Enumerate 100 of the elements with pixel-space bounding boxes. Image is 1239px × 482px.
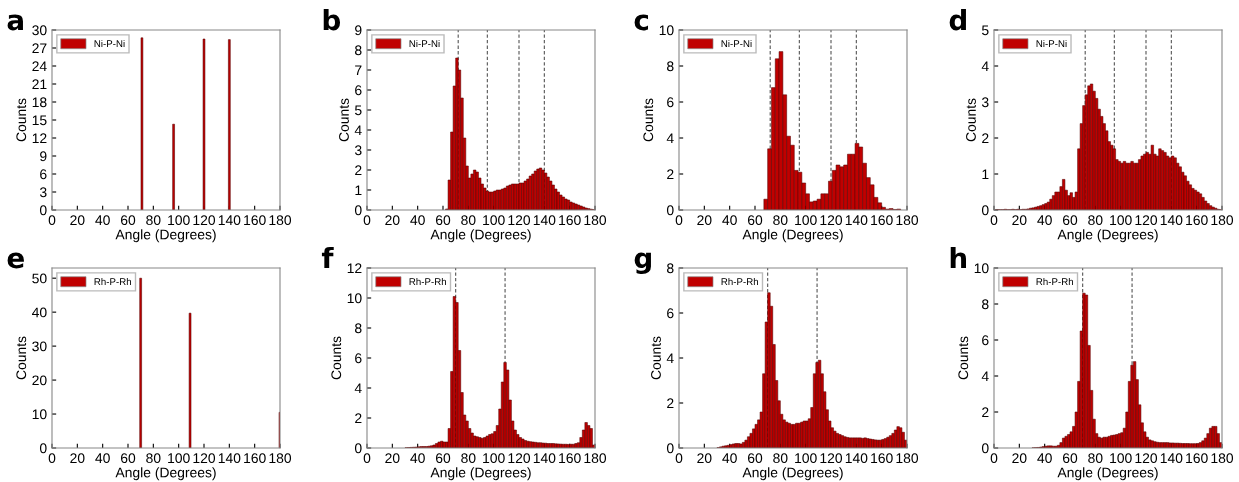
x-axis-title: Angle (Degrees) [742, 229, 843, 243]
x-tick-label: 60 [747, 215, 763, 226]
x-tick-label: 100 [795, 215, 817, 226]
y-tick-label: 3 [354, 145, 362, 156]
x-tick-label: 40 [1037, 215, 1052, 226]
y-axis-title: Counts [331, 336, 342, 380]
y-tick-label: 0 [354, 205, 362, 216]
y-tick-label: 6 [355, 85, 362, 96]
y-tick-label: 24 [32, 61, 47, 72]
y-tick-label: 0 [981, 443, 989, 454]
chart-title: b [323, 8, 341, 31]
y-tick-label: 50 [32, 273, 47, 284]
y-tick-label: 9 [355, 25, 362, 36]
x-tick-label: 60 [120, 215, 136, 226]
x-tick-label: 80 [461, 453, 476, 464]
x-tick-label: 100 [1110, 215, 1132, 226]
y-tick-label: 2 [355, 165, 362, 176]
y-tick-label: 8 [982, 299, 989, 310]
x-tick-label: 0 [990, 453, 998, 464]
x-tick-label: 40 [95, 215, 110, 226]
y-tick-label: 7 [355, 65, 362, 76]
y-tick-label: 9 [40, 151, 47, 162]
y-tick-label: 4 [981, 61, 989, 72]
chart-title: d [949, 8, 966, 31]
x-tick-label: 180 [1211, 453, 1234, 464]
x-tick-label: 100 [168, 215, 190, 226]
y-tick-label: 30 [32, 25, 47, 36]
x-tick-label: 100 [168, 453, 190, 464]
y-tick-label: 6 [982, 335, 989, 346]
y-tick-label: 6 [40, 169, 47, 180]
y-axis-title: Counts [958, 336, 969, 380]
y-tick-label: 8 [355, 323, 362, 334]
x-tick-label: 20 [385, 215, 400, 226]
x-tick-label: 20 [385, 453, 400, 464]
x-tick-label: 160 [244, 215, 266, 226]
legend-label: Rh-P-Rh [409, 277, 446, 286]
y-tick-label: 4 [666, 353, 674, 364]
y-tick-label: 4 [354, 383, 362, 394]
x-tick-label: 140 [218, 453, 241, 464]
x-tick-label: 0 [675, 453, 683, 464]
x-tick-label: 60 [1062, 453, 1078, 464]
y-tick-label: 2 [982, 407, 989, 418]
x-tick-label: 20 [70, 453, 85, 464]
y-tick-label: 0 [666, 205, 674, 216]
chart-title: e [7, 252, 24, 269]
x-axis-title: Angle (Degrees) [115, 467, 216, 481]
x-tick-label: 160 [244, 453, 266, 464]
y-tick-label: 10 [974, 263, 989, 274]
x-tick-label: 80 [1088, 215, 1103, 226]
x-tick-label: 180 [1211, 215, 1234, 226]
x-tick-label: 40 [410, 453, 425, 464]
y-tick-label: 2 [982, 133, 989, 144]
x-tick-label: 100 [1110, 453, 1132, 464]
x-tick-label: 160 [559, 215, 581, 226]
y-tick-label: 2 [667, 398, 674, 409]
x-tick-label: 160 [871, 215, 893, 226]
x-tick-label: 80 [1088, 453, 1103, 464]
x-tick-label: 0 [363, 215, 371, 226]
x-tick-label: 140 [845, 215, 868, 226]
y-axis-title: Counts [339, 98, 349, 142]
y-tick-label: 0 [666, 443, 674, 454]
x-axis-title: Angle (Degrees) [742, 467, 843, 481]
x-tick-label: 60 [1062, 215, 1078, 226]
y-tick-label: 4 [354, 125, 362, 136]
y-tick-label: 1 [355, 185, 362, 196]
x-tick-label: 80 [461, 215, 476, 226]
x-tick-label: 0 [48, 453, 56, 464]
x-tick-label: 180 [269, 215, 292, 226]
x-tick-label: 100 [483, 453, 505, 464]
x-tick-label: 80 [146, 215, 161, 226]
x-tick-label: 140 [1160, 215, 1183, 226]
y-axis-title: Counts [16, 98, 27, 142]
x-tick-label: 40 [95, 453, 110, 464]
x-tick-label: 160 [871, 453, 893, 464]
y-tick-label: 2 [355, 413, 362, 424]
x-tick-label: 180 [584, 453, 607, 464]
x-axis-title: Angle (Degrees) [430, 467, 531, 481]
y-tick-label: 21 [32, 79, 47, 90]
y-tick-label: 10 [347, 293, 362, 304]
x-tick-label: 40 [722, 453, 737, 464]
legend-label: Rh-P-Rh [721, 277, 758, 286]
y-tick-label: 4 [666, 133, 674, 144]
x-tick-label: 180 [584, 215, 607, 226]
x-axis-title: Angle (Degrees) [430, 229, 531, 243]
x-axis-title: Angle (Degrees) [115, 229, 216, 243]
legend-label: Rh-P-Rh [94, 277, 131, 286]
x-tick-label: 0 [990, 215, 998, 226]
y-tick-label: 6 [667, 97, 674, 108]
x-tick-label: 160 [1186, 453, 1208, 464]
x-tick-label: 120 [508, 215, 531, 226]
y-tick-label: 0 [39, 205, 47, 216]
legend-label: Ni-P-Ni [1036, 39, 1067, 48]
x-tick-label: 140 [533, 215, 556, 226]
chart-title: c [634, 14, 649, 31]
x-axis-title: Angle (Degrees) [1057, 467, 1158, 481]
x-tick-label: 0 [48, 215, 56, 226]
y-tick-label: 2 [667, 169, 674, 180]
y-tick-label: 4 [981, 371, 989, 382]
x-tick-label: 140 [845, 453, 868, 464]
y-tick-label: 8 [355, 45, 362, 56]
